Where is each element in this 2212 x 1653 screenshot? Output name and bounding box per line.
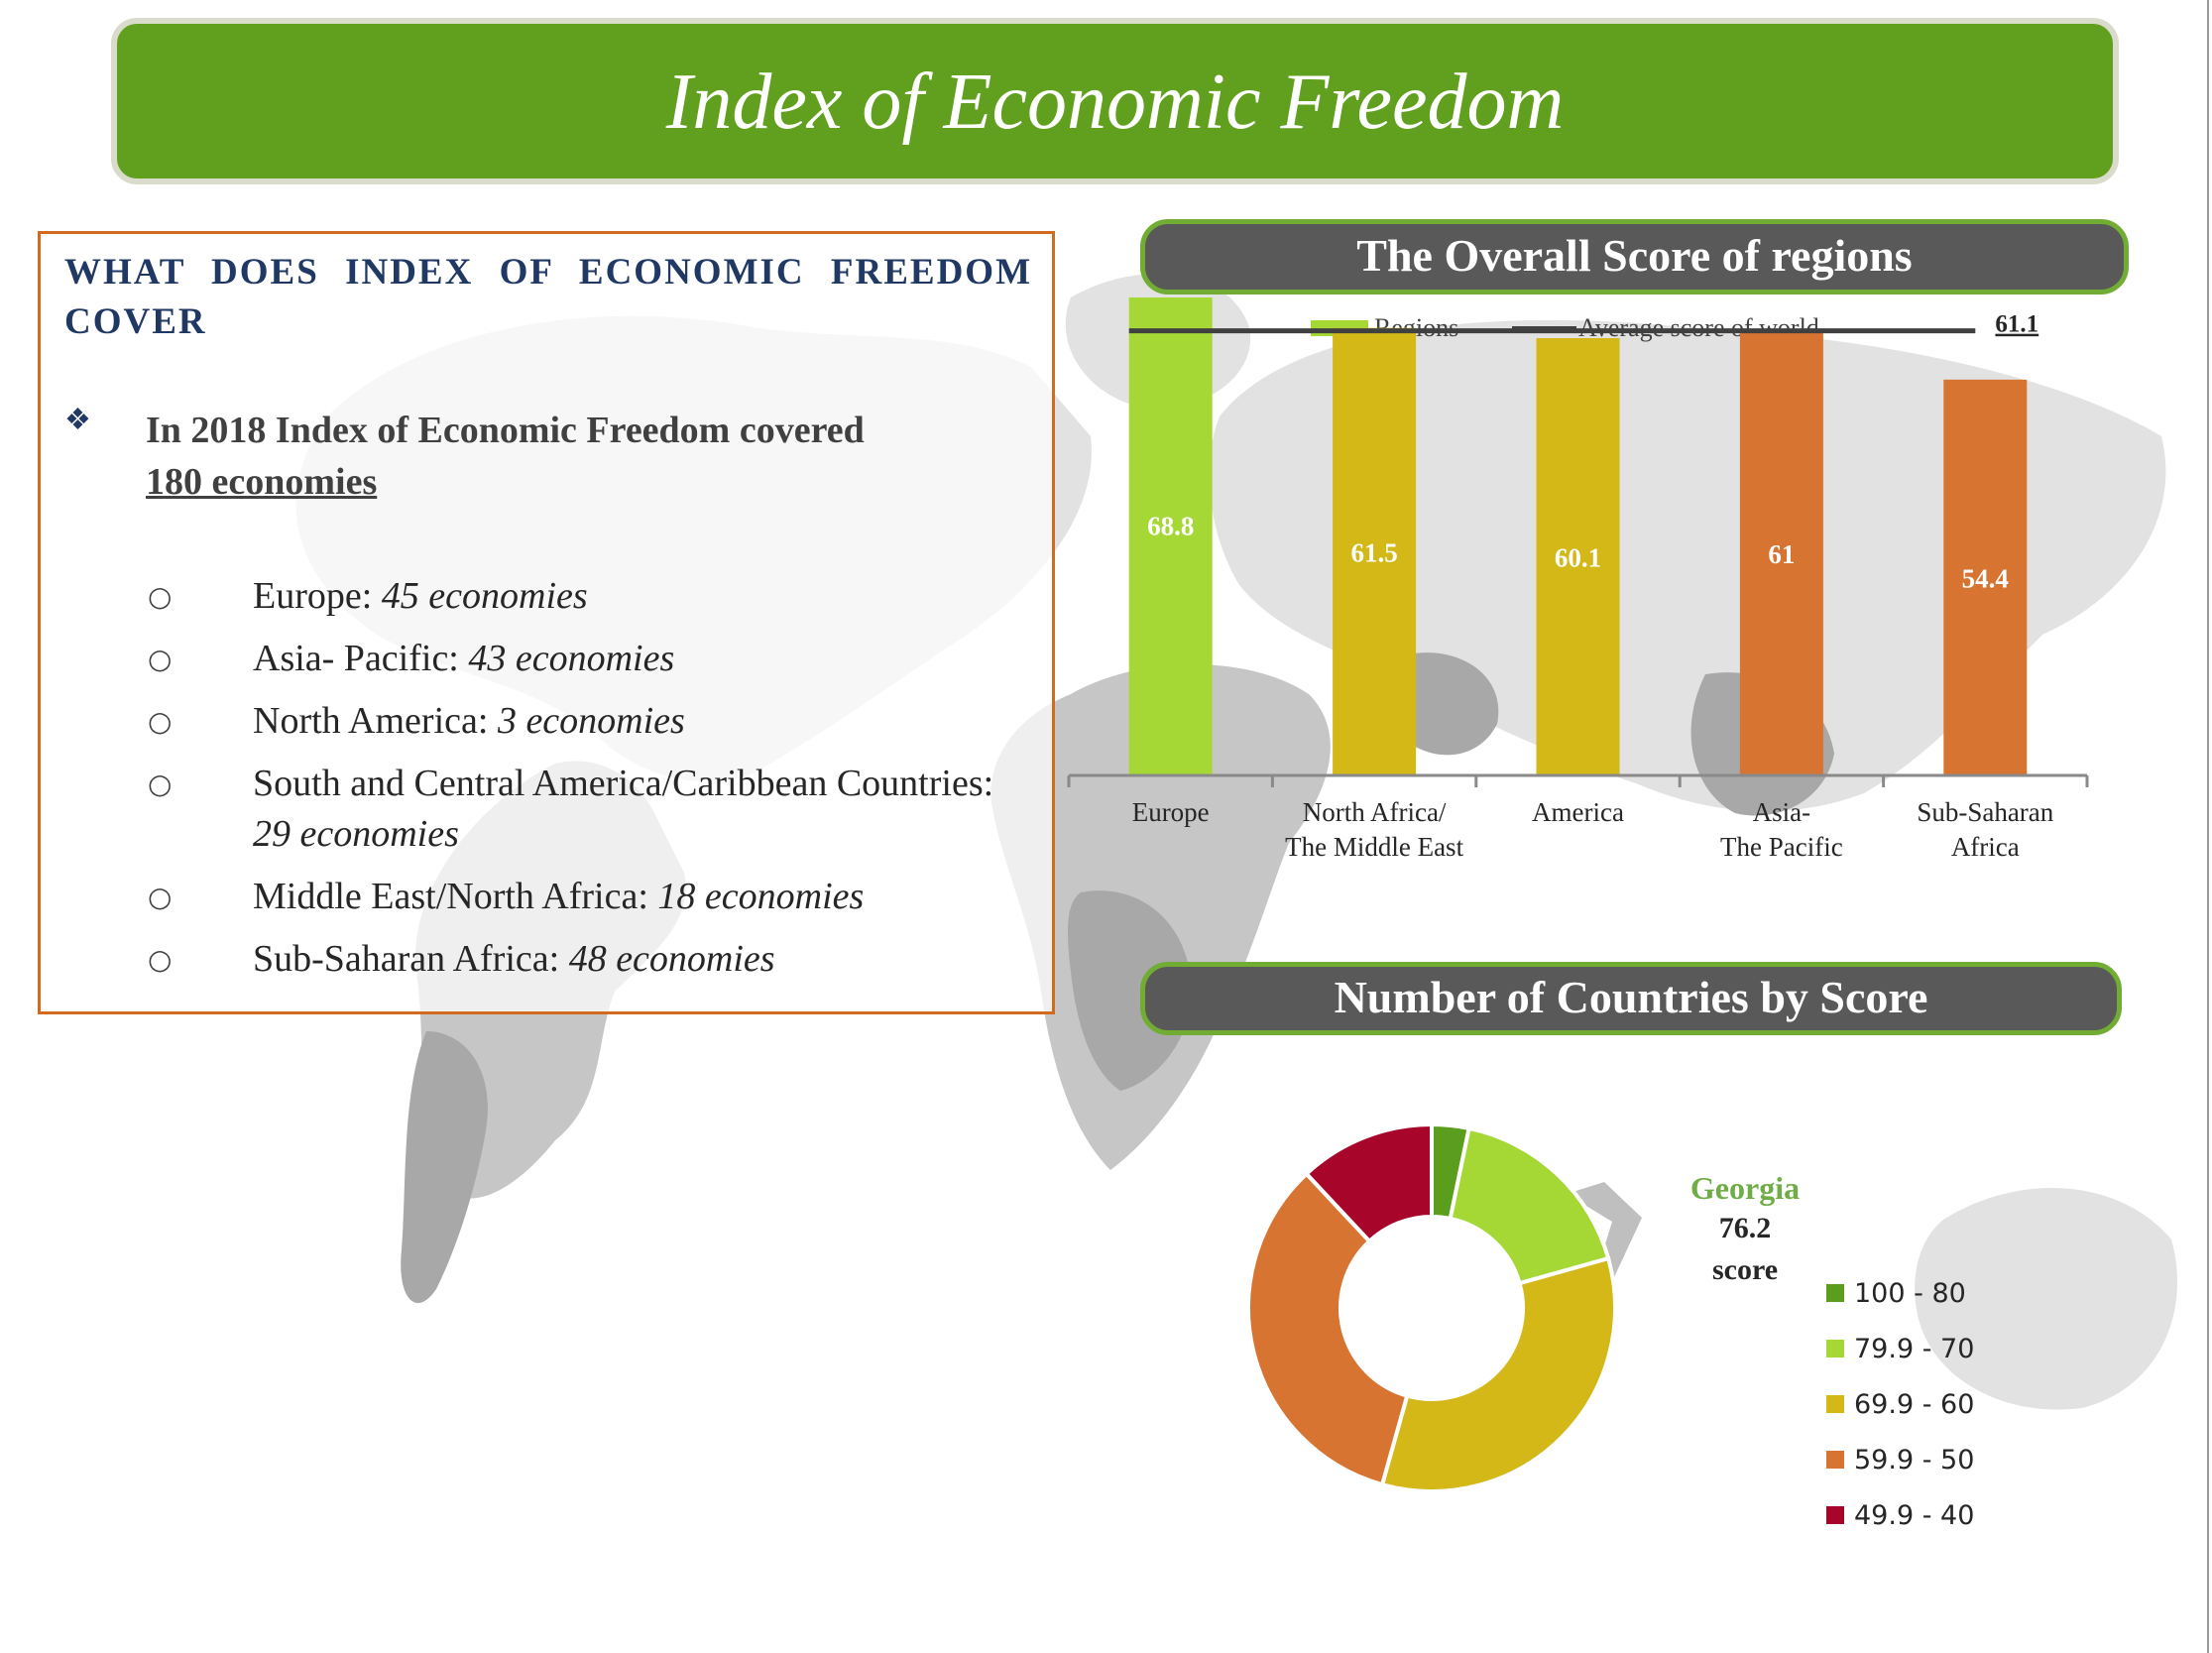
- region-label: Europe:: [253, 575, 382, 617]
- donut-legend-item: 59.9 - 50: [1826, 1432, 1974, 1487]
- region-coverage-item: ○ North America: 3 economies: [148, 696, 1040, 747]
- circle-bullet-icon: ○: [148, 580, 173, 613]
- region-bar: [1128, 297, 1213, 775]
- region-label: North America:: [253, 700, 498, 742]
- legend-swatch: [1826, 1395, 1844, 1413]
- legend-swatch: [1826, 1506, 1844, 1524]
- region-coverage-list: ○ Europe: 45 economies ○ Asia- Pacific: 43…: [148, 571, 1040, 997]
- region-count: 3 economies: [497, 700, 685, 742]
- region-label: Asia- Pacific:: [253, 638, 469, 679]
- coverage-intro-text: In 2018 Index of Economic Freedom covere…: [146, 410, 865, 451]
- legend-range-label: 79.9 - 70: [1854, 1333, 1975, 1364]
- region-coverage-item: ○ South and Central America/Caribbean Cou…: [148, 759, 1040, 860]
- donut-slice: [1303, 1122, 1434, 1244]
- category-tick-label: The Middle East: [1285, 832, 1463, 862]
- countries-by-score-header: Number of Countries by Score: [1140, 962, 2122, 1035]
- region-count: 29 economies: [253, 813, 459, 855]
- coverage-heading-line2: COVER: [64, 301, 207, 342]
- bar-value-label: 60.1: [1555, 543, 1601, 573]
- region-label: South and Central America/Caribbean Coun…: [253, 763, 994, 804]
- coverage-heading-line1: WHAT DOES INDEX OF ECONOMIC FREEDOM: [64, 252, 1032, 293]
- donut-legend-item: 79.9 - 70: [1826, 1321, 1974, 1376]
- circle-bullet-icon: ○: [148, 767, 173, 800]
- callout-score-unit: score: [1711, 1253, 1779, 1286]
- bar-value-label: 61.5: [1350, 537, 1397, 567]
- bar-value-label: 68.8: [1147, 512, 1194, 541]
- coverage-info-box: WHAT DOES INDEX OF ECONOMIC FREEDOM COVE…: [38, 231, 1055, 1014]
- bar-value-label: 54.4: [1962, 563, 2009, 593]
- circle-bullet-icon: ○: [148, 705, 173, 738]
- region-bar: [1536, 338, 1620, 775]
- region-count: 48 economies: [568, 938, 775, 980]
- page-right-border: [2207, 0, 2209, 1653]
- circle-bullet-icon: ○: [148, 881, 173, 913]
- category-tick-label: North Africa/: [1303, 797, 1447, 827]
- region-count: 45 economies: [381, 575, 588, 617]
- category-tick-label: Sub-Saharan: [1917, 797, 2053, 827]
- donut-slice: [1448, 1125, 1611, 1286]
- category-tick-label: America: [1532, 797, 1624, 827]
- donut-legend-item: 49.9 - 40: [1826, 1487, 1974, 1543]
- region-label: Middle East/North Africa:: [253, 876, 658, 917]
- category-tick-label: Asia-: [1753, 797, 1810, 827]
- coverage-total-link[interactable]: 180 economies: [146, 461, 378, 503]
- legend-range-label: 69.9 - 60: [1854, 1388, 1975, 1420]
- region-bar: [1333, 327, 1417, 775]
- page-title: Index of Economic Freedom: [665, 59, 1565, 146]
- overall-score-header: The Overall Score of regions: [1140, 219, 2129, 295]
- category-tick-label: Europe: [1132, 797, 1210, 827]
- legend-range-label: 59.9 - 50: [1854, 1444, 1975, 1476]
- category-tick-label: Africa: [1951, 832, 2020, 862]
- donut-slice: [1379, 1255, 1617, 1493]
- category-tick-label: The Pacific: [1720, 832, 1843, 862]
- countries-by-score-donut: [1246, 1122, 1617, 1493]
- region-coverage-item: ○ Europe: 45 economies: [148, 571, 1040, 622]
- legend-swatch: [1826, 1340, 1844, 1358]
- donut-legend-item: 100 - 80: [1826, 1265, 1974, 1321]
- diamond-bullet-icon: ❖: [64, 404, 91, 436]
- legend-range-label: 100 - 80: [1854, 1277, 1966, 1309]
- callout-country: Georgia: [1689, 1170, 1801, 1206]
- coverage-intro: In 2018 Index of Economic Freedom covere…: [146, 405, 1018, 508]
- bar-value-label: 61: [1768, 539, 1795, 569]
- legend-swatch: [1826, 1451, 1844, 1469]
- legend-range-label: 49.9 - 40: [1854, 1499, 1975, 1531]
- region-coverage-item: ○ Middle East/North Africa: 18 economies: [148, 872, 1040, 922]
- region-bar: [1739, 331, 1823, 775]
- donut-legend-item: 69.9 - 60: [1826, 1376, 1974, 1432]
- title-banner: Index of Economic Freedom: [111, 18, 2119, 184]
- chevron-arrow-icon: [1567, 1182, 1642, 1277]
- average-line-label: 61.1: [1995, 311, 2038, 338]
- donut-slice: [1246, 1170, 1410, 1487]
- legend-swatch: [1826, 1284, 1844, 1302]
- region-label: Sub-Saharan Africa:: [253, 938, 569, 980]
- region-coverage-item: ○ Asia- Pacific: 43 economies: [148, 634, 1040, 684]
- region-count: 43 economies: [468, 638, 675, 679]
- donut-legend: 100 - 80 79.9 - 70 69.9 - 60 59.9 - 50 49.9 …: [1826, 1265, 1974, 1543]
- coverage-heading: WHAT DOES INDEX OF ECONOMIC FREEDOM COVE…: [64, 248, 1032, 347]
- circle-bullet-icon: ○: [148, 943, 173, 976]
- region-bar: [1943, 379, 2028, 775]
- circle-bullet-icon: ○: [148, 643, 173, 675]
- region-count: 18 economies: [657, 876, 865, 917]
- overall-score-bar-chart: Regions Average score of world68.8Europe6…: [1067, 297, 2089, 862]
- callout-score-value: 76.2: [1718, 1212, 1772, 1244]
- region-coverage-item: ○ Sub-Saharan Africa: 48 economies: [148, 934, 1040, 985]
